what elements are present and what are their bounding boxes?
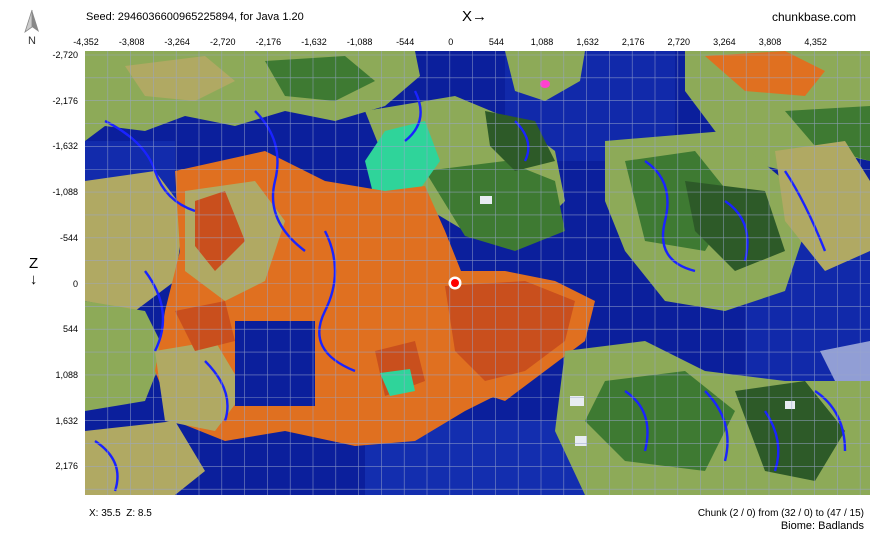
x-tick-label: -2,720 — [210, 37, 236, 47]
z-tick-label: -2,720 — [52, 50, 78, 60]
x-tick-label: -544 — [396, 37, 415, 47]
biome-info: Biome: Badlands — [780, 520, 864, 532]
z-axis-title: Z ↓ — [29, 255, 39, 288]
compass-north-icon: N — [18, 8, 46, 48]
x-tick-label: -1,088 — [346, 37, 373, 47]
x-tick-label: -4,352 — [73, 37, 99, 47]
x-tick-label: -3,808 — [118, 37, 145, 47]
z-tick-label: -544 — [59, 232, 78, 243]
z-tick-label: 2,176 — [55, 461, 78, 472]
z-tick-label: 1,088 — [55, 369, 78, 380]
z-tick-label: 0 — [72, 278, 78, 289]
x-tick-label: 4,352 — [804, 37, 827, 47]
x-tick-label: 2,720 — [667, 37, 691, 47]
chunk-info: Chunk (2 / 0) from (32 / 0) to (47 / 15) — [697, 508, 864, 519]
x-tick-label: 1,632 — [576, 37, 599, 47]
z-tick-label: -1,632 — [52, 141, 78, 152]
z-tick-label: -1,088 — [52, 187, 78, 198]
biome-map[interactable] — [85, 51, 870, 495]
x-axis-title: X→ — [462, 8, 488, 25]
location-dot-icon[interactable] — [448, 276, 462, 290]
seed-label: Seed: 2946036600965225894, for Java 1.20 — [86, 11, 304, 23]
x-tick-label: 544 — [488, 37, 504, 47]
biome-map-canvas — [85, 51, 870, 495]
x-tick-label: 3,808 — [758, 37, 782, 47]
z-tick-label: 544 — [62, 324, 78, 335]
z-tick-label: -2,176 — [52, 95, 78, 106]
x-tick-label: 1,088 — [530, 37, 554, 47]
x-tick-label: -3,264 — [164, 37, 190, 47]
compass-label: N — [28, 35, 36, 47]
x-tick-label: 3,264 — [713, 37, 736, 47]
x-tick-label: 2,176 — [621, 37, 645, 47]
x-tick-label: -2,176 — [255, 37, 282, 47]
x-tick-label: -1,632 — [301, 37, 327, 47]
brand-link[interactable]: chunkbase.com — [771, 10, 856, 24]
x-tick-label: 0 — [448, 37, 454, 47]
cursor-coordinates: X: 35.5 Z: 8.5 — [89, 508, 152, 519]
z-tick-label: 1,632 — [55, 415, 78, 426]
